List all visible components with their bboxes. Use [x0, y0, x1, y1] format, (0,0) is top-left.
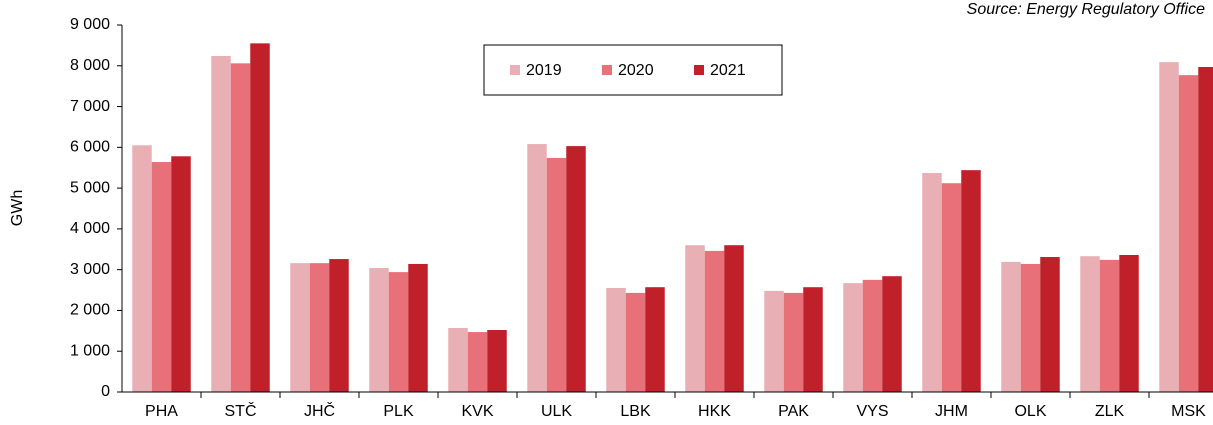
bar	[1040, 257, 1060, 392]
bar	[961, 170, 981, 392]
bar	[151, 162, 172, 392]
bar	[250, 43, 270, 392]
x-tick-label: KVK	[461, 403, 493, 420]
bar	[645, 287, 665, 392]
x-tick-label: PAK	[778, 403, 809, 420]
bar	[369, 268, 389, 392]
legend-swatch	[694, 65, 704, 75]
y-tick-label: 2 000	[70, 302, 110, 319]
bar	[408, 263, 428, 392]
bar	[309, 263, 330, 392]
bar	[566, 146, 586, 392]
bar	[211, 55, 231, 392]
x-tick-label: VYS	[856, 403, 888, 420]
legend-swatch	[602, 65, 612, 75]
bar	[685, 245, 705, 392]
bar	[882, 276, 902, 392]
bar	[329, 259, 349, 392]
bar	[487, 330, 507, 392]
x-tick-label: PLK	[383, 403, 414, 420]
legend-label: 2019	[526, 62, 562, 79]
bar	[1198, 67, 1213, 393]
source: Source: Energy Regulatory Office	[967, 1, 1205, 18]
bar	[724, 245, 744, 392]
bar	[1178, 75, 1199, 392]
bar	[1119, 254, 1139, 392]
x-tick-label: PHA	[145, 403, 178, 420]
bar	[1080, 256, 1100, 392]
y-tick-label: 5 000	[70, 179, 110, 196]
bar	[290, 263, 310, 392]
bar	[448, 327, 468, 392]
bar	[230, 63, 251, 392]
y-tick-label: 8 000	[70, 57, 110, 74]
bar	[625, 292, 646, 392]
bar	[941, 183, 962, 392]
legend-label: 2021	[710, 62, 746, 79]
bar	[843, 283, 863, 392]
bar	[546, 157, 567, 392]
x-tick-label: OLK	[1014, 403, 1046, 420]
y-axis-label: GWh	[9, 190, 26, 226]
bar	[1001, 261, 1021, 392]
x-tick-label: HKK	[698, 403, 731, 420]
x-tick-label: ULK	[541, 403, 572, 420]
bar	[862, 279, 883, 392]
bar	[922, 173, 942, 392]
x-tick-label: STČ	[225, 401, 257, 420]
bar	[467, 332, 488, 392]
y-tick-label: 7 000	[70, 98, 110, 115]
bar	[1099, 259, 1120, 392]
bar	[783, 292, 804, 392]
y-tick-label: 3 000	[70, 261, 110, 278]
bar	[171, 156, 191, 392]
bar	[1020, 263, 1041, 392]
x-tick-label: MSK	[1171, 403, 1206, 420]
x-tick-label: ZLK	[1095, 403, 1125, 420]
bar	[132, 145, 152, 392]
legend-swatch	[510, 65, 520, 75]
bar	[527, 144, 547, 392]
bar	[803, 287, 823, 392]
y-tick-label: 9 000	[70, 16, 110, 33]
legend-box	[483, 44, 783, 96]
legend-label: 2020	[618, 62, 654, 79]
y-tick-label: 6 000	[70, 139, 110, 156]
x-tick-label: JHČ	[304, 401, 335, 420]
bar	[606, 288, 626, 392]
x-tick-label: JHM	[935, 403, 968, 420]
bar	[1159, 62, 1179, 392]
y-tick-label: 0	[101, 383, 110, 400]
y-tick-label: 4 000	[70, 220, 110, 237]
bar	[388, 272, 409, 392]
bar	[764, 290, 784, 392]
y-tick-label: 1 000	[70, 342, 110, 359]
x-tick-label: LBK	[620, 403, 651, 420]
bar	[704, 250, 725, 392]
